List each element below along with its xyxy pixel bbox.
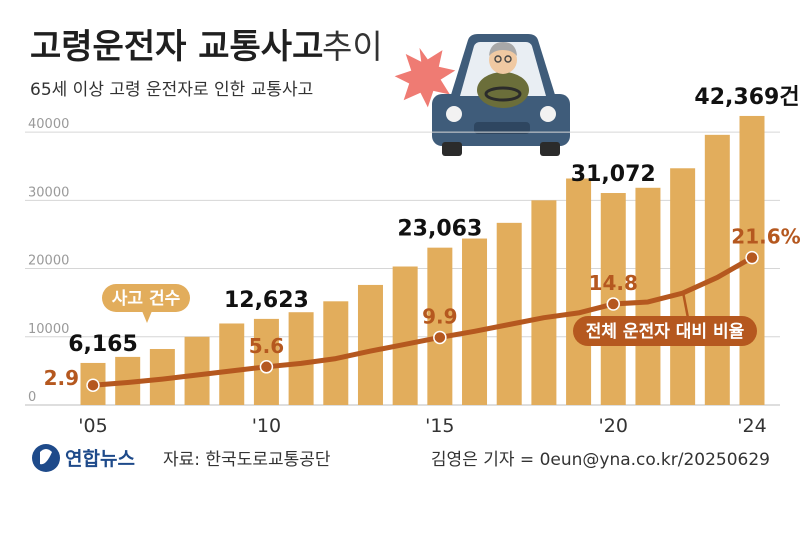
ratio-point: [259, 360, 274, 374]
chart-title: 고령운전자 교통사고: [30, 27, 323, 67]
bar-data-label: 42,369건: [694, 85, 799, 110]
bar: [496, 222, 522, 405]
bar-series-callout-label: 사고 건수: [112, 289, 181, 309]
bar-data-label: 23,063: [397, 217, 482, 242]
ratio-data-label: 14.8: [589, 271, 638, 295]
chart-title-suffix: 추이: [322, 27, 383, 66]
line-series-callout-label: 전체 운전자 대비 비율: [586, 322, 745, 342]
ratio-point: [433, 330, 447, 345]
bar: [462, 238, 488, 405]
y-tick-label: 0: [28, 390, 36, 405]
source-text: 자료: 한국도로교통공단: [163, 450, 331, 470]
x-tick-label: '20: [599, 415, 628, 437]
ratio-point: [745, 250, 759, 265]
bar: [427, 247, 453, 405]
y-tick-label: 30000: [28, 185, 69, 200]
ratio-point: [606, 297, 621, 311]
x-tick-label: '10: [252, 415, 281, 437]
y-tick-label: 40000: [28, 117, 69, 132]
car-illustration-icon: [389, 34, 570, 156]
bar: [219, 323, 245, 405]
bar: [323, 301, 349, 405]
chart-subtitle: 65세 이상 고령 운전자로 인한 교통사고: [30, 80, 313, 100]
y-tick-label: 20000: [28, 254, 69, 269]
x-tick-label: '05: [78, 415, 107, 437]
bar-data-label: 12,623: [224, 288, 309, 313]
ratio-data-label: 5.6: [249, 334, 284, 358]
bar-data-label: 31,072: [571, 162, 656, 187]
bar: [288, 312, 314, 405]
bar-data-label: 6,165: [68, 332, 138, 357]
news-logo: 연합뉴스: [32, 444, 135, 472]
bar: [184, 336, 210, 405]
ratio-data-label: 2.9: [44, 366, 79, 390]
news-logo-text: 연합뉴스: [65, 448, 135, 470]
bar: [566, 178, 592, 405]
bar: [635, 187, 661, 405]
ratio-point: [86, 378, 100, 392]
bar: [392, 266, 418, 405]
y-tick-label: 10000: [28, 322, 69, 337]
ratio-data-label: 21.6%: [731, 225, 800, 249]
bar: [357, 284, 383, 405]
reporter-credit: 김영은 기자 = 0eun@yna.co.kr/20250629: [431, 450, 770, 470]
line-series-callout: 전체 운전자 대비 비율: [573, 291, 757, 346]
x-tick-label: '24: [737, 415, 766, 437]
bar: [531, 200, 557, 405]
x-tick-label: '15: [425, 415, 454, 437]
bar-series-callout: 사고 건수: [102, 284, 190, 323]
ratio-data-label: 9.9: [422, 304, 457, 328]
ratio-line: [90, 255, 755, 388]
